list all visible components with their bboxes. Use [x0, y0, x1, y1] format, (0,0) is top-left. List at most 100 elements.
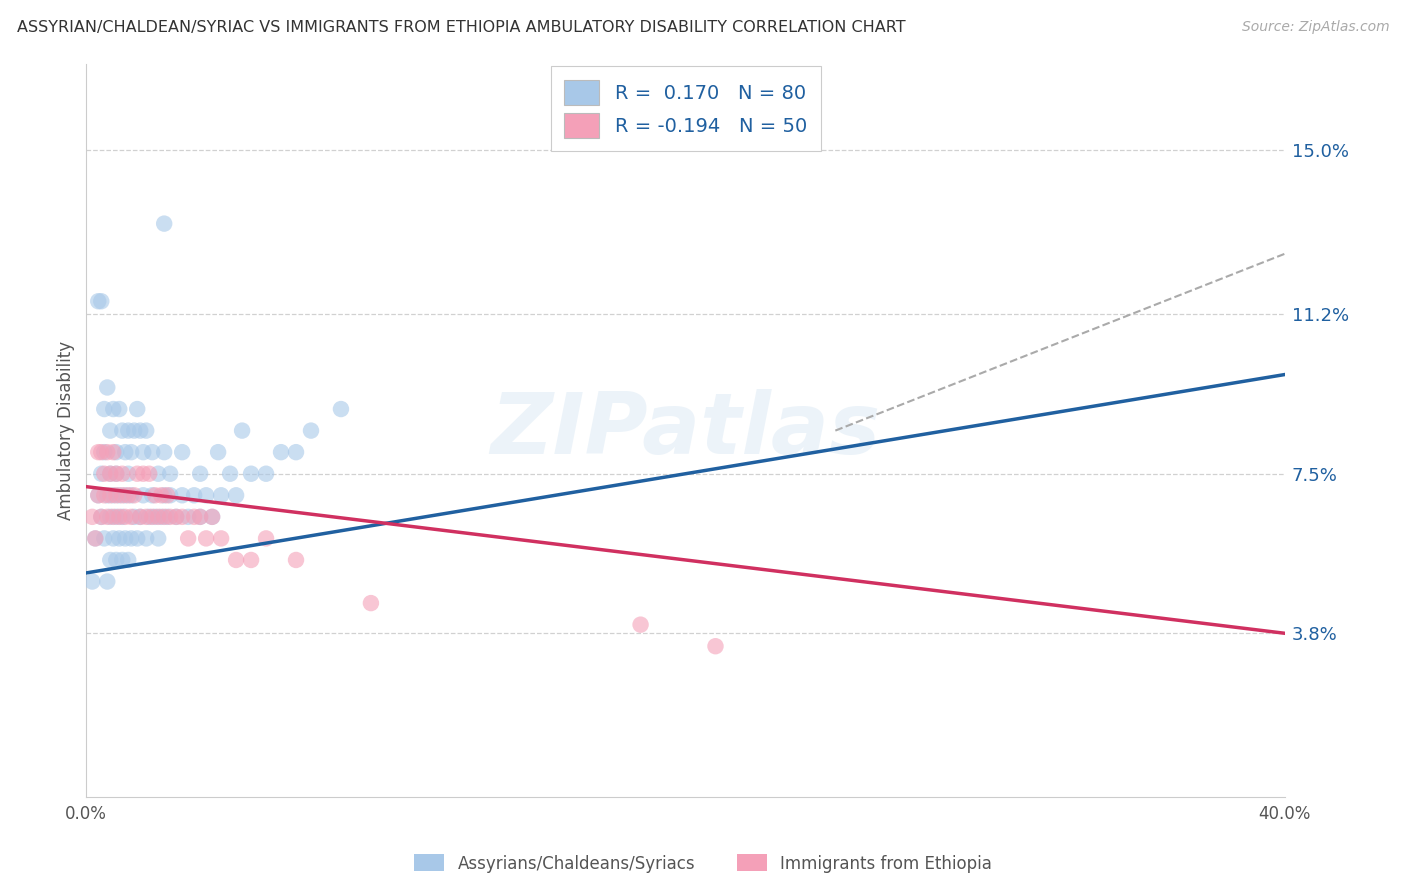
Point	[108, 509, 131, 524]
Point	[138, 467, 160, 481]
Text: Source: ZipAtlas.com: Source: ZipAtlas.com	[1241, 20, 1389, 34]
Point	[360, 596, 382, 610]
Point	[105, 467, 128, 481]
Point	[148, 509, 170, 524]
Point	[188, 509, 211, 524]
Point	[209, 532, 232, 546]
Point	[129, 424, 152, 438]
Point	[630, 617, 652, 632]
Point	[120, 532, 142, 546]
Point	[143, 509, 166, 524]
Point	[209, 488, 232, 502]
Point	[87, 294, 110, 309]
Point	[93, 445, 115, 459]
Point	[120, 509, 142, 524]
Point	[108, 402, 131, 417]
Point	[270, 445, 292, 459]
Point	[188, 509, 211, 524]
Point	[90, 509, 112, 524]
Point	[165, 509, 187, 524]
Point	[153, 217, 176, 231]
Point	[195, 532, 218, 546]
Text: ASSYRIAN/CHALDEAN/SYRIAC VS IMMIGRANTS FROM ETHIOPIA AMBULATORY DISABILITY CORRE: ASSYRIAN/CHALDEAN/SYRIAC VS IMMIGRANTS F…	[17, 20, 905, 35]
Point	[90, 509, 112, 524]
Point	[141, 509, 163, 524]
Point	[127, 467, 149, 481]
Point	[231, 424, 253, 438]
Point	[177, 532, 200, 546]
Point	[90, 445, 112, 459]
Point	[98, 509, 121, 524]
Point	[148, 532, 170, 546]
Point	[225, 488, 247, 502]
Point	[183, 509, 205, 524]
Point	[87, 488, 110, 502]
Point	[111, 509, 134, 524]
Point	[117, 488, 139, 502]
Point	[225, 553, 247, 567]
Point	[103, 402, 125, 417]
Point	[96, 509, 118, 524]
Point	[172, 509, 194, 524]
Point	[111, 424, 134, 438]
Point	[103, 445, 125, 459]
Point	[103, 509, 125, 524]
Point	[240, 553, 263, 567]
Point	[704, 639, 727, 653]
Point	[98, 488, 121, 502]
Point	[177, 509, 200, 524]
Point	[120, 445, 142, 459]
Point	[122, 488, 145, 502]
Point	[108, 488, 131, 502]
Point	[103, 532, 125, 546]
Point	[96, 574, 118, 589]
Point	[150, 509, 173, 524]
Point	[207, 445, 229, 459]
Point	[82, 574, 104, 589]
Point	[93, 532, 115, 546]
Point	[172, 488, 194, 502]
Point	[117, 467, 139, 481]
Point	[87, 445, 110, 459]
Point	[84, 532, 107, 546]
Point	[90, 467, 112, 481]
Text: ZIPatlas: ZIPatlas	[491, 389, 880, 472]
Point	[114, 445, 136, 459]
Point	[93, 488, 115, 502]
Point	[132, 445, 155, 459]
Point	[98, 467, 121, 481]
Point	[153, 509, 176, 524]
Point	[122, 509, 145, 524]
Point	[96, 488, 118, 502]
Point	[219, 467, 242, 481]
Point	[285, 553, 308, 567]
Point	[114, 532, 136, 546]
Point	[138, 509, 160, 524]
Point	[254, 532, 277, 546]
Point	[299, 424, 322, 438]
Point	[159, 488, 181, 502]
Point	[240, 467, 263, 481]
Legend: Assyrians/Chaldeans/Syriacs, Immigrants from Ethiopia: Assyrians/Chaldeans/Syriacs, Immigrants …	[408, 847, 998, 880]
Point	[153, 445, 176, 459]
Point	[153, 488, 176, 502]
Point	[330, 402, 353, 417]
Point	[143, 488, 166, 502]
Point	[114, 488, 136, 502]
Point	[117, 553, 139, 567]
Point	[84, 532, 107, 546]
Point	[111, 488, 134, 502]
Point	[148, 467, 170, 481]
Point	[129, 509, 152, 524]
Point	[87, 488, 110, 502]
Point	[96, 445, 118, 459]
Point	[98, 424, 121, 438]
Point	[135, 424, 157, 438]
Point	[141, 488, 163, 502]
Point	[156, 509, 179, 524]
Point	[285, 445, 308, 459]
Point	[156, 488, 179, 502]
Point	[108, 532, 131, 546]
Point	[111, 553, 134, 567]
Point	[98, 467, 121, 481]
